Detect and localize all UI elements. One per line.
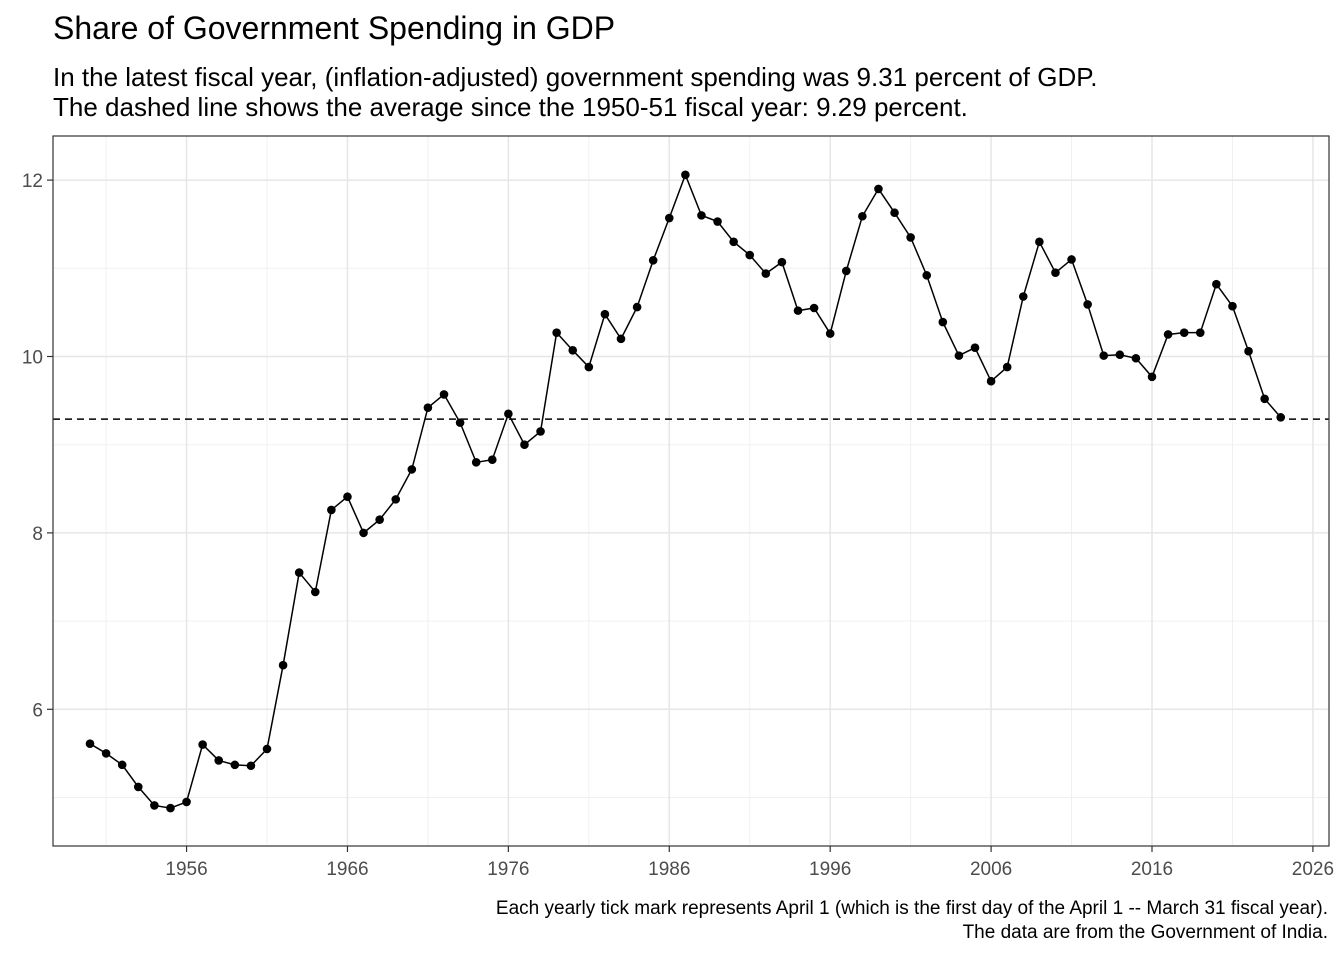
data-point bbox=[809, 303, 819, 313]
data-point bbox=[954, 351, 964, 360]
data-point bbox=[1131, 353, 1141, 363]
data-point bbox=[262, 744, 272, 754]
data-point bbox=[1276, 413, 1286, 422]
data-point bbox=[890, 208, 899, 218]
data-point bbox=[455, 418, 465, 427]
data-point bbox=[970, 343, 980, 352]
data-point bbox=[1179, 328, 1189, 337]
data-point bbox=[150, 801, 159, 810]
data-point bbox=[664, 213, 674, 223]
data-point bbox=[858, 211, 867, 221]
data-point bbox=[552, 328, 561, 337]
data-point bbox=[133, 782, 143, 792]
data-point bbox=[294, 568, 304, 577]
data-point bbox=[423, 403, 433, 412]
x-tick-label: 1986 bbox=[648, 859, 690, 880]
data-point bbox=[487, 455, 497, 464]
x-tick-label: 2026 bbox=[1292, 859, 1334, 880]
data-point bbox=[584, 362, 594, 372]
chart-caption-line-2: The data are from the Government of Indi… bbox=[962, 922, 1328, 943]
data-point bbox=[471, 458, 481, 467]
data-point bbox=[793, 306, 803, 315]
y-tick-label: 10 bbox=[22, 347, 43, 368]
plot-border bbox=[52, 135, 1330, 847]
data-point bbox=[327, 505, 336, 515]
data-point bbox=[922, 271, 932, 280]
data-point bbox=[536, 427, 545, 436]
data-point bbox=[841, 266, 851, 276]
data-point bbox=[117, 760, 127, 770]
data-point bbox=[1195, 328, 1205, 337]
data-point bbox=[745, 250, 755, 260]
data-point bbox=[1163, 330, 1173, 339]
data-point bbox=[1002, 362, 1012, 372]
data-point bbox=[713, 217, 722, 226]
chart-subtitle-line-1: In the latest fiscal year, (inflation-ad… bbox=[53, 62, 1098, 92]
data-point bbox=[1051, 268, 1060, 278]
x-tick-label: 1966 bbox=[326, 859, 368, 880]
data-point bbox=[407, 465, 417, 474]
data-point bbox=[375, 515, 384, 524]
y-tick-label: 8 bbox=[32, 524, 43, 545]
data-point bbox=[504, 409, 513, 419]
plot-panel bbox=[53, 136, 1329, 846]
data-point bbox=[1115, 350, 1125, 360]
x-tick-label: 1956 bbox=[165, 859, 207, 880]
data-point bbox=[1228, 301, 1237, 311]
data-point bbox=[85, 739, 95, 748]
data-point bbox=[777, 257, 787, 267]
data-point bbox=[230, 760, 240, 770]
data-point bbox=[520, 440, 529, 449]
data-point bbox=[391, 495, 401, 504]
data-point bbox=[1035, 237, 1044, 247]
data-point bbox=[214, 756, 224, 765]
data-point bbox=[697, 211, 706, 220]
data-point bbox=[938, 317, 948, 327]
data-point bbox=[198, 740, 207, 749]
data-point bbox=[343, 492, 352, 502]
x-tick-label: 2016 bbox=[1131, 859, 1173, 880]
data-point bbox=[1083, 300, 1092, 309]
data-point bbox=[1018, 292, 1028, 301]
x-tick-label: 2006 bbox=[970, 859, 1012, 880]
data-point bbox=[101, 749, 111, 758]
data-point bbox=[616, 334, 626, 344]
data-point bbox=[648, 256, 658, 265]
chart-subtitle-line-2: The dashed line shows the average since … bbox=[53, 92, 968, 122]
y-tick-label: 6 bbox=[32, 700, 43, 721]
data-point bbox=[761, 269, 771, 278]
chart-title: Share of Government Spending in GDP bbox=[53, 10, 616, 46]
data-point bbox=[986, 376, 996, 386]
data-point bbox=[632, 302, 642, 312]
data-point bbox=[600, 309, 610, 319]
y-tick-label: 12 bbox=[22, 171, 43, 192]
x-tick-label: 1976 bbox=[487, 859, 529, 880]
data-point bbox=[1212, 279, 1221, 289]
data-point bbox=[1099, 351, 1109, 360]
x-tick-label: 1996 bbox=[809, 859, 851, 880]
data-point bbox=[1260, 394, 1269, 404]
data-point bbox=[568, 346, 578, 355]
data-point bbox=[182, 797, 191, 807]
data-point bbox=[310, 587, 320, 597]
data-point bbox=[874, 184, 883, 194]
data-point bbox=[246, 761, 256, 771]
data-point bbox=[681, 170, 690, 180]
data-point bbox=[439, 390, 449, 399]
data-point bbox=[278, 660, 288, 670]
data-point bbox=[1147, 372, 1157, 382]
chart-caption-line-1: Each yearly tick mark represents April 1… bbox=[495, 898, 1328, 919]
data-point bbox=[1067, 255, 1076, 264]
data-point bbox=[1244, 346, 1253, 356]
data-point bbox=[906, 233, 915, 242]
data-point bbox=[359, 528, 368, 538]
data-point bbox=[825, 329, 835, 338]
data-point bbox=[729, 237, 738, 247]
data-point bbox=[166, 803, 175, 813]
